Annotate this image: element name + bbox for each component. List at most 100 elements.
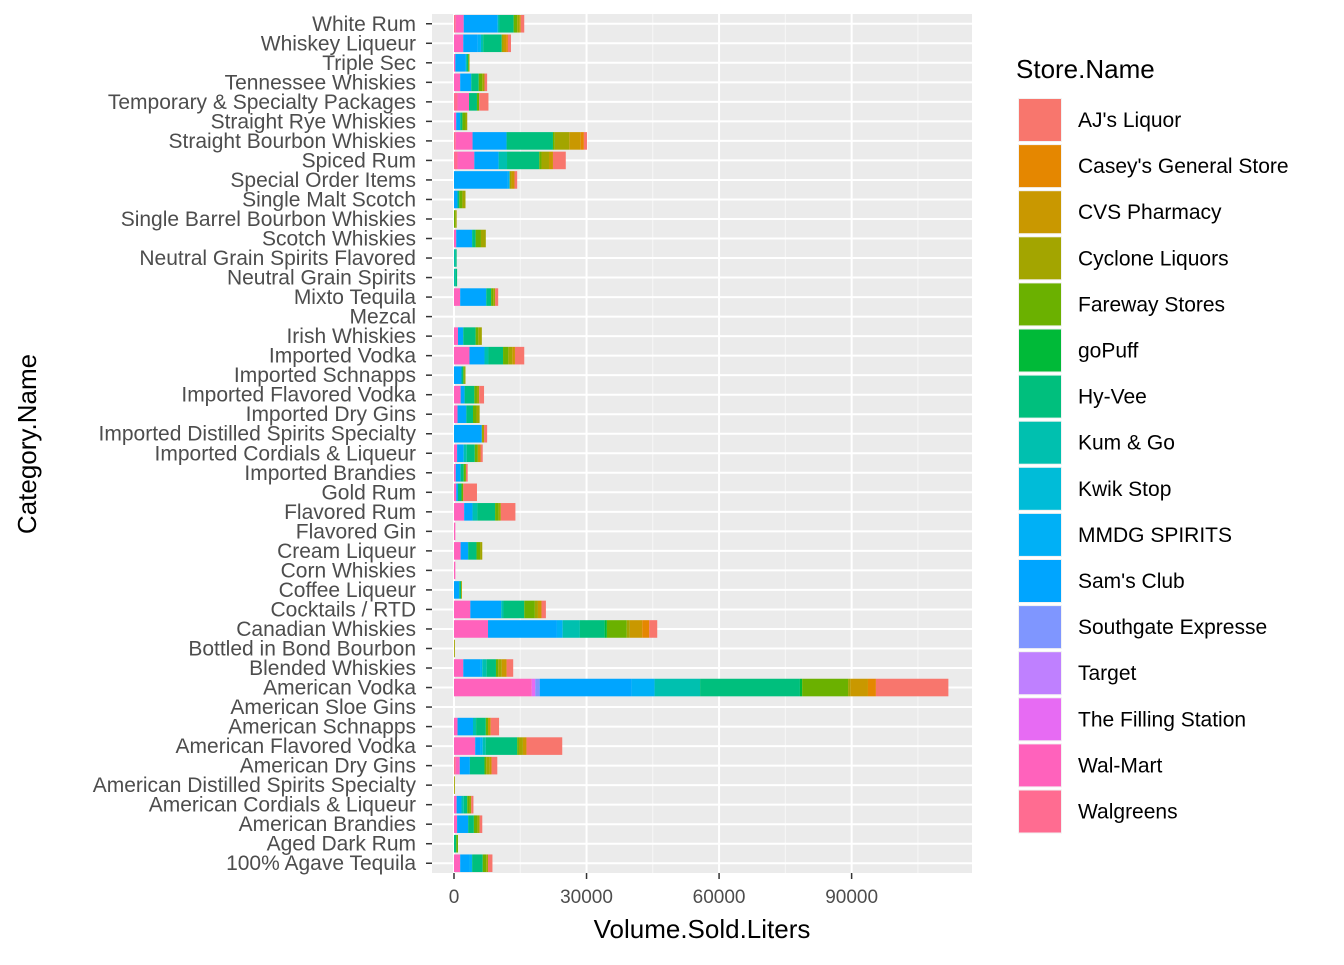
legend-swatch xyxy=(1019,283,1061,326)
bar-segment xyxy=(455,14,464,33)
bar-segment xyxy=(460,463,464,482)
bar-segment xyxy=(517,14,520,33)
bar-segment xyxy=(454,542,461,560)
bar-segment xyxy=(461,483,464,502)
bar-segment xyxy=(579,620,605,638)
bar-segment xyxy=(850,678,868,697)
bar-segment xyxy=(457,93,470,111)
bar-segment xyxy=(475,229,481,248)
bar-segment xyxy=(485,717,489,736)
bar-segment xyxy=(506,132,553,150)
bar-segment xyxy=(488,717,491,736)
legend-swatch xyxy=(1019,513,1061,556)
bar-segment xyxy=(506,34,508,53)
y-tick-label: Straight Rye Whiskies xyxy=(211,110,416,133)
bar-segment xyxy=(476,93,480,111)
y-tick-label: Single Barrel Bourbon Whiskies xyxy=(121,208,416,231)
bar-segment xyxy=(488,854,493,873)
bar-segment xyxy=(465,54,467,72)
y-tick-label: Imported Brandies xyxy=(244,462,416,485)
bar-segment xyxy=(507,171,510,189)
bar-segment xyxy=(454,854,461,873)
bar-segment xyxy=(472,503,478,521)
y-axis-title: Category.Name xyxy=(12,354,42,534)
legend-label: Target xyxy=(1078,662,1137,685)
bar-segment xyxy=(454,229,457,248)
bar-segment xyxy=(479,385,485,404)
y-tick-label: Cocktails / RTD xyxy=(271,598,416,621)
bar-segment xyxy=(569,132,581,150)
bar-segment xyxy=(848,678,851,697)
legend-swatch xyxy=(1019,375,1061,418)
bar-segment xyxy=(482,854,487,873)
bar-segment xyxy=(604,620,607,638)
bar-segment xyxy=(454,346,470,365)
bar-segment xyxy=(475,327,479,345)
y-tick-label: Special Order Items xyxy=(230,169,416,192)
y-tick-label: Mixto Tequila xyxy=(294,286,416,309)
bar-segment xyxy=(469,756,485,775)
bar-segment xyxy=(562,620,580,638)
bar-segment xyxy=(513,14,518,33)
legend-label: MMDG SPIRITS xyxy=(1078,524,1232,547)
bar-segment xyxy=(454,834,457,853)
y-tick-label: Imported Schnapps xyxy=(234,364,416,387)
bar-segment xyxy=(554,132,570,150)
bar-segment xyxy=(460,73,472,92)
bar-segment xyxy=(802,678,849,697)
bar-segment xyxy=(495,288,499,306)
bar-segment xyxy=(463,795,468,814)
bar-segment xyxy=(460,385,465,404)
bar-segment xyxy=(479,93,489,111)
bar-segment xyxy=(466,54,469,72)
y-tick-label: Whiskey Liqueur xyxy=(261,32,416,55)
bar-segment xyxy=(520,14,525,33)
bar-segment xyxy=(491,756,498,775)
bar-segment xyxy=(495,503,499,521)
bar-segment xyxy=(484,756,487,775)
bar-segment xyxy=(454,620,489,638)
legend-label: The Filling Station xyxy=(1078,708,1246,731)
y-tick-label: Flavored Gin xyxy=(296,520,416,543)
bars xyxy=(454,14,949,873)
legend-label: Hy-Vee xyxy=(1078,386,1147,409)
legend-title: Store.Name xyxy=(1016,54,1155,84)
bar-segment xyxy=(463,444,467,463)
bar-segment xyxy=(490,717,500,736)
bar-segment xyxy=(875,678,949,697)
bar-segment xyxy=(534,600,538,619)
legend-label: CVS Pharmacy xyxy=(1078,201,1222,224)
x-tick-label: 60000 xyxy=(693,887,746,908)
y-tick-label: Imported Dry Gins xyxy=(246,403,416,426)
bar-segment xyxy=(456,483,458,502)
bar-segment xyxy=(517,737,519,755)
bar-segment xyxy=(454,815,458,833)
bar-segment xyxy=(477,444,481,463)
bar-segment xyxy=(462,112,466,131)
bar-segment xyxy=(454,132,456,150)
bar-segment xyxy=(468,815,474,833)
bar-segment xyxy=(469,854,473,873)
bar-segment xyxy=(514,346,525,365)
bar-segment xyxy=(455,268,458,287)
bar-segment xyxy=(474,444,478,463)
bar-segment xyxy=(480,444,483,463)
legend-label: goPuff xyxy=(1078,340,1138,363)
bar-segment xyxy=(498,151,508,170)
bar-segment xyxy=(454,444,458,463)
y-tick-label: Neutral Grain Spirits Flavored xyxy=(139,247,416,270)
bar-segment xyxy=(511,171,515,189)
y-tick-label: Coffee Liqueur xyxy=(279,579,416,602)
legend-label: Fareway Stores xyxy=(1078,293,1225,316)
bar-segment xyxy=(495,659,499,677)
bar-segment xyxy=(469,93,477,111)
bar-segment xyxy=(460,854,470,873)
bar-segment xyxy=(457,190,460,209)
bar-segment xyxy=(463,327,476,345)
bar-segment xyxy=(454,503,465,521)
y-tick-label: American Brandies xyxy=(239,813,416,836)
bar-segment xyxy=(484,73,488,92)
bar-segment xyxy=(454,776,455,794)
bar-segment xyxy=(454,210,456,228)
